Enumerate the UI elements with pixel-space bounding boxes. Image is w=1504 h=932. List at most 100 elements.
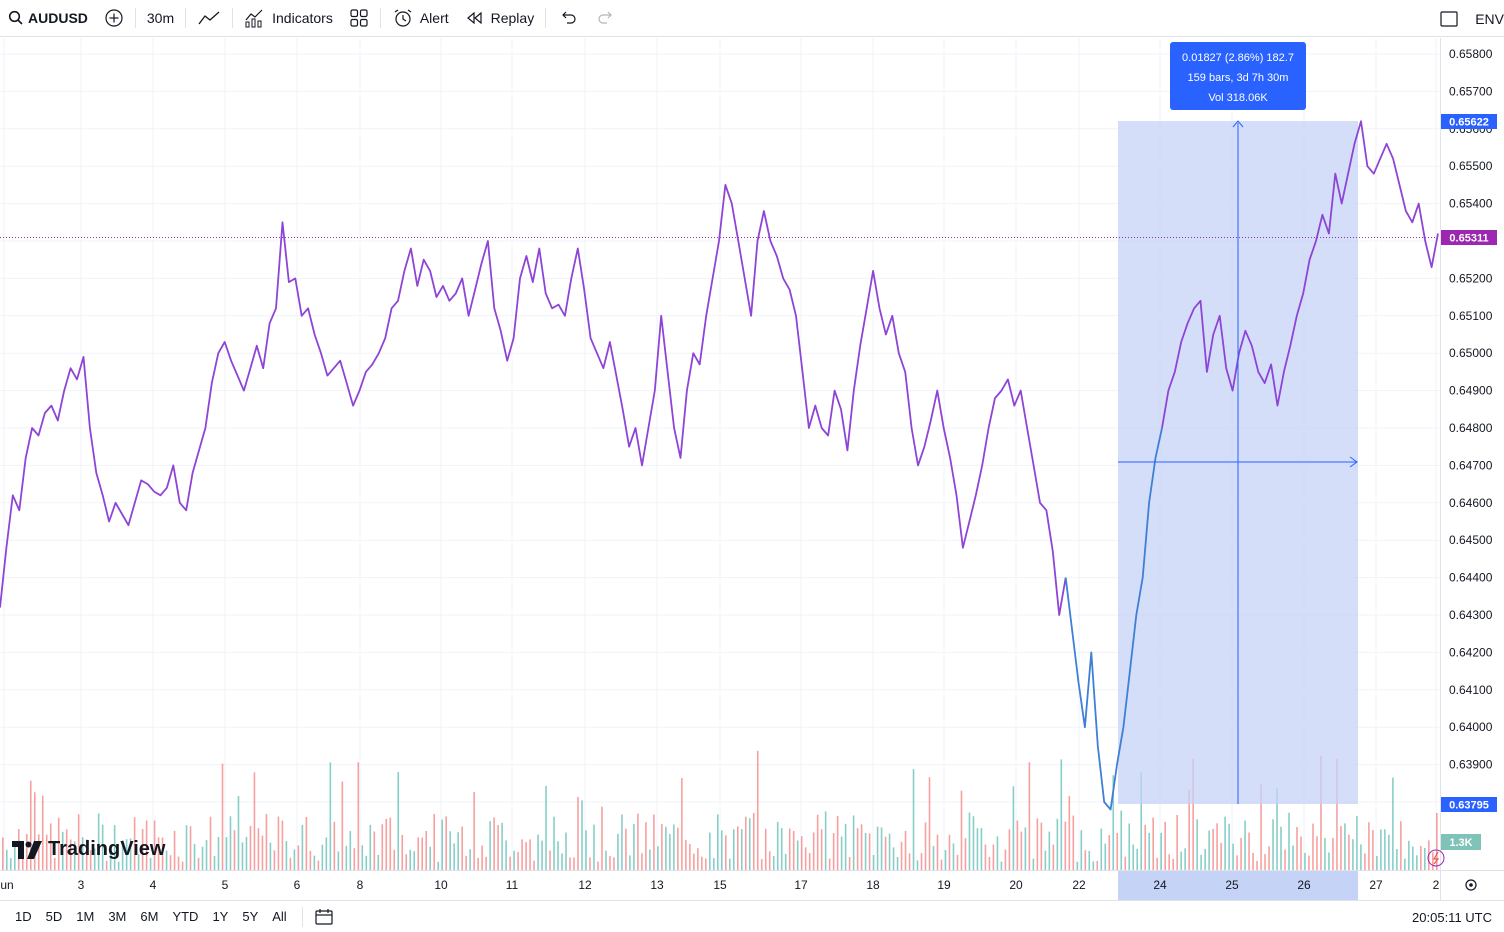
settings-gear-icon[interactable] (1465, 879, 1477, 891)
volume-bar (589, 857, 591, 870)
time-axis-label: 18 (866, 878, 880, 892)
undo-button[interactable] (549, 0, 587, 36)
volume-bar (892, 847, 895, 870)
volume-bar (1244, 820, 1246, 870)
volume-bar (1184, 848, 1186, 870)
go-to-date-button[interactable] (306, 901, 344, 932)
time-axis-label: 20 (1009, 878, 1023, 892)
layouts-button[interactable] (341, 0, 377, 36)
volume-bar (1012, 786, 1015, 870)
tradingview-logo[interactable]: TradingView (12, 838, 165, 861)
range-button-1m[interactable]: 1M (76, 909, 95, 924)
alert-button[interactable]: Alert (384, 0, 457, 36)
volume-bar (349, 831, 352, 870)
volume-bar (293, 849, 296, 870)
time-axis-label: Jun (0, 878, 14, 892)
volume-bar (1284, 849, 1286, 870)
volume-bar (776, 821, 779, 870)
volume-bar (569, 857, 571, 870)
interval-label: 30m (146, 10, 175, 26)
range-button-5y[interactable]: 5Y (242, 909, 259, 924)
volume-bar (369, 824, 372, 870)
volume-bar (637, 813, 639, 870)
volume-bar (1072, 815, 1075, 870)
volume-bar (337, 851, 340, 870)
price-line (0, 120, 1439, 811)
volume-bar (573, 857, 575, 870)
volume-bar (37, 834, 40, 870)
volume-bar (1436, 812, 1438, 870)
volume-bar (1148, 832, 1151, 870)
volume-bar (417, 837, 420, 870)
measure-bars: 159 bars, 3d 7h 30m (1187, 72, 1289, 84)
volume-bar (736, 826, 739, 870)
range-button-3m[interactable]: 3M (108, 909, 127, 924)
volume-bar (1188, 789, 1190, 870)
symbol-search[interactable]: AUDUSD (0, 0, 96, 36)
volume-bar (341, 781, 344, 870)
redo-button[interactable] (587, 0, 625, 36)
volume-bar (1372, 830, 1374, 870)
volume-bar (365, 855, 368, 870)
volume-bar (1016, 820, 1019, 870)
range-button-6m[interactable]: 6M (140, 909, 159, 924)
price-axis-label: 0.63900 (1449, 758, 1493, 772)
volume-bar (876, 826, 879, 870)
range-button-5d[interactable]: 5D (45, 909, 63, 924)
replay-label: Replay (490, 10, 535, 26)
volume-bar (393, 849, 396, 870)
price-axis-label: 0.65000 (1449, 346, 1493, 360)
chart-type-button[interactable] (189, 0, 229, 36)
volume-bar (29, 780, 32, 870)
price-axis-label: 0.65800 (1449, 47, 1493, 61)
fullscreen-button[interactable] (1431, 0, 1467, 37)
range-button-ytd[interactable]: YTD (172, 909, 199, 924)
volume-bar (844, 823, 847, 870)
compare-button[interactable] (96, 0, 132, 36)
interval-button[interactable]: 30m (139, 0, 182, 36)
volume-bar (533, 860, 535, 870)
range-button-1d[interactable]: 1D (15, 909, 32, 924)
volume-bar (1276, 788, 1278, 870)
range-button-all[interactable]: All (272, 909, 287, 924)
volume-bar (261, 835, 264, 870)
utc-clock[interactable]: 20:05:11 UTC (1412, 909, 1492, 925)
price-axis-label: 0.64000 (1449, 720, 1493, 734)
price-axis-label: 0.64600 (1449, 496, 1493, 510)
volume-bar (968, 812, 971, 870)
alarm-clock-icon (394, 9, 412, 27)
volume-bar (605, 850, 607, 870)
volume-bar (697, 848, 699, 870)
volume-bar (709, 832, 711, 870)
volume-bar (796, 840, 799, 870)
volume-bar (1224, 816, 1226, 870)
replay-button[interactable]: Replay (457, 0, 543, 36)
volume-bar (1208, 830, 1210, 870)
volume-bar (1392, 777, 1394, 870)
volume-bar (1236, 855, 1238, 870)
volume-bar (1396, 849, 1398, 870)
volume-bar (561, 853, 563, 870)
volume-bar (621, 814, 623, 870)
indicators-button[interactable]: Indicators (236, 0, 341, 36)
time-axis-label: 24 (1153, 878, 1167, 892)
volume-bar (53, 858, 56, 870)
volume-bar (325, 837, 328, 870)
volume-bar (313, 855, 316, 870)
volume-bar (948, 834, 951, 870)
volume-bar (992, 844, 995, 870)
volume-bar (525, 842, 527, 870)
volume-bar (1344, 823, 1346, 870)
volume-bar (820, 829, 823, 870)
volume-bar (245, 836, 248, 870)
time-axis-label: 10 (434, 878, 448, 892)
price-tag-low: 0.63795 (1441, 797, 1497, 812)
volume-bar (1044, 850, 1047, 870)
lightning-icon[interactable] (1427, 849, 1445, 867)
range-button-1y[interactable]: 1Y (212, 909, 229, 924)
price-tag-high: 0.65622 (1441, 114, 1497, 129)
price-chart[interactable]: 0.658000.657000.656000.655000.654000.653… (0, 38, 1504, 900)
volume-bar (513, 850, 515, 870)
rewind-icon (466, 11, 482, 25)
volume-bar (920, 853, 923, 870)
